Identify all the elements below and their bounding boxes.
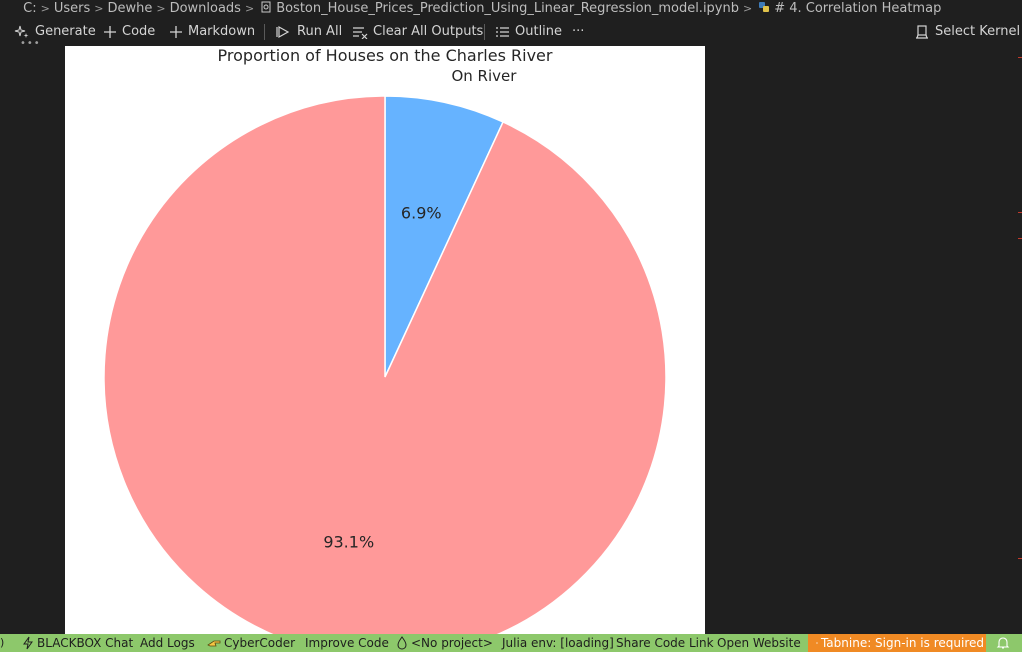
outline-label: Outline [515,24,563,39]
chevron-right-icon: > [156,2,166,15]
toolbar-divider [264,24,265,40]
chevron-right-icon: > [743,2,753,15]
chart-title: Proportion of Houses on the Charles Rive… [218,46,553,65]
cell-ellipsis-icon[interactable]: ••• [20,38,41,49]
add-logs-label: Add Logs [140,636,195,650]
outline-icon [496,27,509,37]
share-link-label: Share Code Link [616,636,714,650]
sparkle-icon [14,25,29,38]
status-toggle-icon[interactable]: ) [0,636,5,649]
notifications-button[interactable] [986,634,1022,652]
clear-all-icon [353,27,368,39]
breadcrumb-section[interactable]: # 4. Correlation Heatmap [774,1,942,16]
run-all-button[interactable]: Run All [276,22,342,42]
generate-button[interactable]: Generate [14,22,96,42]
pie-value-label-1: 93.1% [323,533,374,552]
flame-icon [397,636,407,650]
notebook-file-icon [261,1,271,13]
select-kernel-button[interactable]: Select Kernel [914,22,1020,42]
breadcrumb-users[interactable]: Users [53,1,91,16]
overview-marker [1018,57,1022,58]
pie-slice-0 [384,95,505,378]
status-tabnine[interactable]: Tabnine: Sign-in is required [808,634,992,652]
pointing-hand-icon [207,640,221,647]
pie-chart: Proportion of Houses on the Charles Rive… [103,46,667,636]
status-cybercoder[interactable]: CyberCoder [207,634,295,652]
generate-label: Generate [35,24,96,39]
pie-value-label-0: 6.9% [401,203,442,222]
pie-slice-1 [103,95,667,636]
ellipsis-icon: ··· [572,24,585,39]
overview-marker [1018,212,1022,213]
open-website-label: Open Website [717,636,801,650]
cybercoder-label: CyberCoder [224,636,296,650]
breadcrumb-file[interactable]: Boston_House_Prices_Prediction_Using_Lin… [276,1,739,16]
notebook-toolbar: Generate Code Markdown Run All Clear All… [0,18,1022,46]
lightning-icon [23,636,33,650]
plus-icon [104,26,116,38]
overview-marker [1018,558,1022,559]
blackbox-label: BLACKBOX Chat [37,636,134,650]
overview-marker [1018,238,1022,239]
clear-all-outputs-button[interactable]: Clear All Outputs [352,22,483,42]
status-project[interactable]: <No project> [396,634,493,652]
kernel-icon [916,25,928,39]
status-julia-env[interactable]: Julia env: [loading] [502,634,614,652]
tabnine-label: Tabnine: Sign-in is required [820,636,984,650]
tabnine-icon [816,642,818,644]
toolbar-divider [484,24,485,40]
breadcrumb-downloads[interactable]: Downloads [169,1,241,16]
chevron-right-icon: > [40,2,50,15]
run-all-icon [276,25,290,39]
julia-env-label: Julia env: [loading] [502,636,614,650]
breadcrumb-drive[interactable]: C: [23,1,37,16]
outline-button[interactable]: Outline [495,22,562,42]
plus-icon [170,26,182,38]
status-blackbox[interactable]: BLACKBOX Chat [22,634,133,652]
markdown-label: Markdown [188,24,256,39]
run-all-label: Run All [297,24,343,39]
add-code-button[interactable]: Code [103,22,155,42]
clear-all-label: Clear All Outputs [373,24,484,39]
add-markdown-button[interactable]: Markdown [169,22,255,42]
status-share-link[interactable]: Share Code Link [616,634,714,652]
cell-output: Proportion of Houses on the Charles Rive… [65,46,705,636]
project-label: <No project> [411,636,493,650]
status-add-logs[interactable]: Add Logs [140,634,195,652]
status-bar: ) BLACKBOX Chat Add Logs CyberCoder Impr… [0,634,1022,652]
breadcrumb-user[interactable]: Dewhe [107,1,153,16]
more-actions-button[interactable]: ··· [572,22,584,42]
code-label: Code [122,24,156,39]
pie-category-label-0: On River [451,67,517,85]
bell-icon [996,637,1010,649]
select-kernel-label: Select Kernel [935,24,1021,39]
status-improve-code[interactable]: Improve Code [305,634,389,652]
chevron-right-icon: > [244,2,255,15]
improve-code-label: Improve Code [305,636,389,650]
breadcrumb: C: > Users > Dewhe > Downloads > Boston_House_Pr… [0,0,1022,18]
status-open-website[interactable]: Open Website [717,634,801,652]
python-cell-icon [759,2,770,12]
chevron-right-icon: > [94,2,104,15]
